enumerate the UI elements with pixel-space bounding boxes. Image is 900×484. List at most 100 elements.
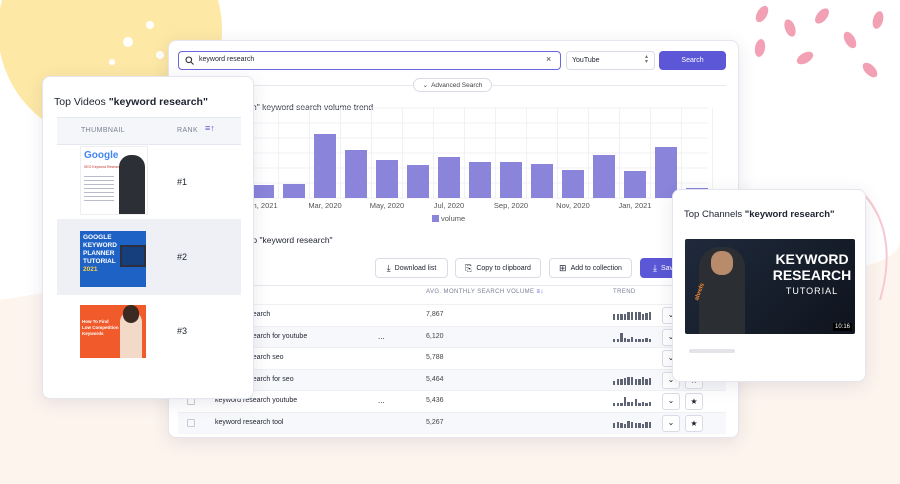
sort-icon[interactable]: ≡↑ <box>205 123 215 133</box>
person-face <box>711 251 733 275</box>
trend-bar <box>638 378 641 385</box>
bar <box>438 157 460 198</box>
advanced-search-label: Advanced Search <box>431 81 483 89</box>
search-button[interactable]: Search <box>659 51 726 70</box>
search-query: keyword research <box>199 56 255 63</box>
action-label: Download list <box>394 264 437 272</box>
thumbnail-text-block: How To Find Low Competition Keywords <box>82 319 119 337</box>
trend-bar <box>649 338 652 342</box>
x-tick-label: un, 2021 <box>248 201 277 210</box>
bar <box>469 162 491 198</box>
trend-bar <box>634 338 637 342</box>
table-row <box>178 390 726 412</box>
top-channels-card: Top Channels "keyword research" ahrefs K… <box>672 189 866 382</box>
trend-bar <box>649 421 652 428</box>
trend-bar <box>620 403 623 406</box>
duration: 10:16 <box>832 323 852 331</box>
thumbnail-text: GOOGLE <box>83 234 112 241</box>
thumbnail-text: 2021 <box>83 266 98 273</box>
trend-bar <box>627 338 630 342</box>
trend-bar <box>638 403 641 406</box>
trend-bar <box>623 377 627 385</box>
bar <box>314 134 336 198</box>
channel-thumbnail[interactable]: ahrefs KEYWORD RESEARCH TUTORIAL 10:16 <box>685 239 855 334</box>
trend-bar <box>613 422 616 428</box>
video-thumbnail[interactable]: Google SEO Keyword Research <box>80 146 148 215</box>
trend-bar <box>613 380 616 385</box>
expand-button[interactable]: ⌄ <box>662 414 680 432</box>
bar <box>655 147 677 198</box>
clear-icon[interactable]: × <box>546 54 552 64</box>
trend-bar <box>634 422 637 428</box>
platform-value: YouTube <box>572 57 600 64</box>
trend-bar <box>641 423 645 428</box>
person <box>120 311 142 358</box>
trend-bar <box>616 403 619 406</box>
card-title: Top Videos "keyword research" <box>54 96 208 108</box>
trend-bar <box>631 421 634 428</box>
trend-bar <box>627 420 630 428</box>
trend-bar <box>616 314 619 320</box>
trend-bar <box>649 312 652 320</box>
x-tick-label: May, 2020 <box>370 201 404 210</box>
monitor <box>120 245 146 267</box>
bar <box>376 160 398 198</box>
trend-bar <box>641 314 645 320</box>
column-header: AVG. MONTHLY SEARCH VOLUME ≡↓ <box>426 289 544 295</box>
keyword: keyword research for youtube <box>215 332 308 340</box>
checkbox[interactable] <box>187 418 195 427</box>
trend-bar <box>645 337 648 342</box>
top-videos-card: Top Videos "keyword research" THUMBNAIL … <box>42 76 254 399</box>
table-row <box>178 411 726 434</box>
search-input[interactable]: keyword research × <box>178 51 561 70</box>
trend-bar <box>645 313 648 320</box>
trend-bar <box>634 312 637 320</box>
search-icon <box>185 56 194 65</box>
keyword: keyword research youtube <box>215 397 298 404</box>
bar <box>252 185 274 198</box>
action-icon: ⤓ <box>653 262 657 273</box>
person <box>119 155 145 214</box>
expand-button[interactable]: ⌄ <box>662 393 680 410</box>
advanced-search[interactable]: ⌄ Advanced Search <box>413 78 492 92</box>
search-volume: 5,464 <box>426 375 444 383</box>
trend-bar <box>638 338 641 342</box>
trend-bar <box>623 397 627 406</box>
trend-bar <box>649 402 652 406</box>
legend-label: volume <box>441 214 465 223</box>
chart-title: n" keyword search volume trend <box>252 102 374 112</box>
action-button[interactable]: ⎘ Copy to clipboard <box>455 258 541 278</box>
table-row <box>178 325 726 348</box>
column-header: RANK <box>177 127 199 134</box>
video-thumbnail[interactable]: GOOGLE KEYWORD PLANNER TUTORIAL 2021 <box>80 231 146 287</box>
table-header: THUMBNAIL RANK ≡↑ <box>57 117 241 145</box>
action-icon: ⤓ <box>386 262 391 273</box>
more[interactable]: ... <box>378 331 385 341</box>
bar <box>283 184 305 198</box>
card-title-query: "keyword research" <box>744 209 835 220</box>
search-volume: 7,867 <box>426 311 444 318</box>
star-button[interactable]: ★ <box>685 414 703 432</box>
thumbnail-text-block: KEYWORD RESEARCH TUTORIAL <box>771 251 853 299</box>
trend-bar <box>627 376 630 385</box>
action-icon: ⊞ <box>559 262 567 273</box>
star-button[interactable]: ★ <box>685 393 703 410</box>
action-label: Add to collection <box>570 264 622 272</box>
bar <box>407 165 429 198</box>
platform-select[interactable]: YouTube ▴ ▾ <box>566 51 655 70</box>
x-tick-label: Nov, 2020 <box>556 201 590 210</box>
trend-bar <box>613 403 616 406</box>
bar <box>593 155 615 198</box>
action-button[interactable]: ⤓ Download list <box>375 258 448 278</box>
card-title-text: Top Videos <box>54 96 106 108</box>
more[interactable]: ... <box>378 396 385 405</box>
select-chevrons: ▴ ▾ <box>644 54 648 65</box>
video-thumbnail[interactable]: How To Find Low Competition Keywords <box>80 305 146 358</box>
action-label: Copy to clipboard <box>476 264 531 272</box>
search-volume: 5,788 <box>426 354 444 361</box>
rank: #1 <box>177 177 188 187</box>
sort-icon[interactable]: ≡↓ <box>536 289 544 295</box>
placeholder-bar <box>689 349 735 353</box>
action-button[interactable]: ⊞ Add to collection <box>549 258 632 278</box>
